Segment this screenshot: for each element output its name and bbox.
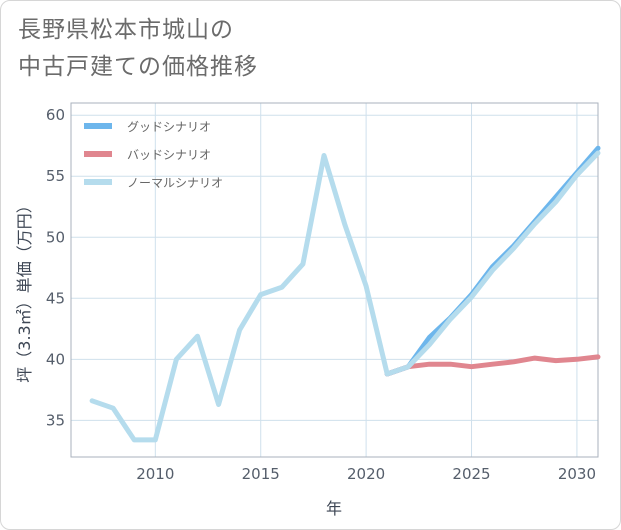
x-tick-label: 2020 xyxy=(347,465,385,483)
x-tick-label: 2030 xyxy=(558,465,596,483)
legend-label-normal: ノーマルシナリオ xyxy=(127,176,223,190)
y-tick-label: 55 xyxy=(46,167,65,185)
y-tick-label: 40 xyxy=(46,350,65,368)
legend-label-bad: バッドシナリオ xyxy=(127,148,211,162)
plot-frame xyxy=(70,102,599,458)
series-bad-line xyxy=(384,354,601,377)
series xyxy=(89,145,601,443)
y-tick-label: 50 xyxy=(46,228,65,246)
x-tick-label: 2015 xyxy=(242,465,280,483)
series-normal-line xyxy=(89,150,601,443)
x-tick-label: 2010 xyxy=(136,465,174,483)
axis-ticks: 2010 2015 2020 2025 2030 35 40 45 50 55 60 xyxy=(46,106,596,483)
title-line-2: 中古戸建ての価格推移 xyxy=(18,54,258,80)
series-good-line xyxy=(384,145,601,377)
legend: グッドシナリオ バッドシナリオ ノーマルシナリオ xyxy=(84,120,223,190)
y-tick-label: 60 xyxy=(46,106,65,124)
y-axis-label: 坪（3.3㎡）単価（万円） xyxy=(15,197,34,382)
page-title: 長野県松本市城山の 中古戸建ての価格推移 xyxy=(18,12,258,86)
y-tick-label: 35 xyxy=(46,411,65,429)
x-axis-label: 年 xyxy=(326,499,342,518)
legend-label-good: グッドシナリオ xyxy=(127,120,211,134)
x-tick-label: 2025 xyxy=(452,465,490,483)
y-tick-label: 45 xyxy=(46,289,65,307)
title-line-1: 長野県松本市城山の xyxy=(18,17,234,43)
